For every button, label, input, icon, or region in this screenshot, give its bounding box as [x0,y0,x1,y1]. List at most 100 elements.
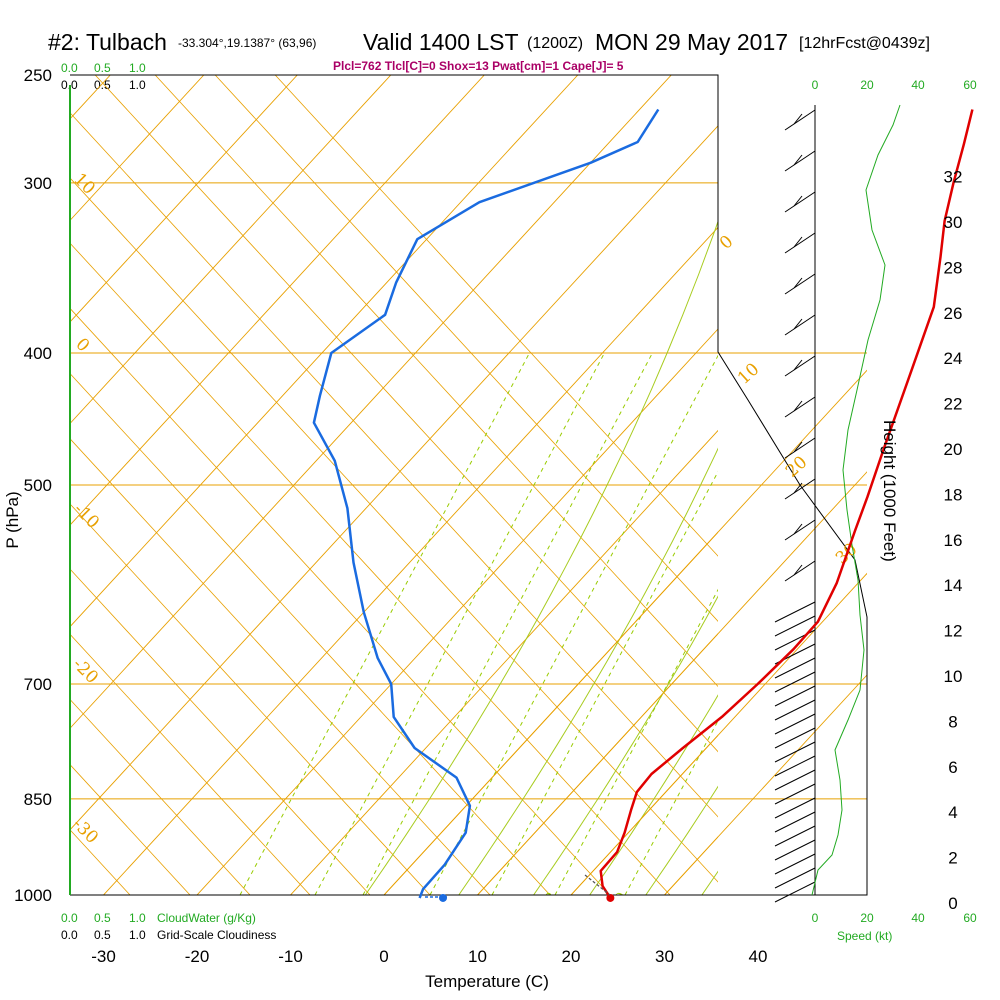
extension-isotherm-30 [664,674,867,895]
temperature-tick-0: 0 [379,947,388,966]
isotherm--100 [70,75,205,222]
wind-barb [774,797,816,819]
wind-barb [774,783,816,805]
wind-barb-flag [793,400,803,412]
pressure-tick-500: 500 [24,476,52,495]
wind-barb [784,437,816,459]
wind-barb [774,825,816,847]
cloud-scale-bottom-black-1: 0.5 [94,928,111,942]
wind-barb [784,191,816,213]
moist-adiabat-lines [364,220,718,895]
wind-barb [784,560,816,582]
height-tick-32: 32 [944,168,963,187]
dry-adiabat-21 [70,112,718,818]
temperature-tick-40: 40 [749,947,768,966]
speed-tick-bottom-0: 0 [812,911,819,925]
forecast-info: [12hrFcst@0439z] [799,35,930,52]
isotherm-label-0: 0 [716,232,737,254]
wind-barb-flag [793,113,803,125]
height-tick-18: 18 [944,485,963,504]
height-tick-22: 22 [944,395,963,414]
cloud-scale-bottom-green-0: 0.0 [61,911,78,925]
dry-adiabat-13 [70,633,311,895]
isotherm--70 [70,75,485,526]
dry-adiabat-8 [0,75,10,895]
cloudiness-label: Grid-Scale Cloudiness [157,928,276,942]
moist-adiabat-5 [645,785,718,895]
wind-barb [774,853,816,875]
temperature-tick-20: 20 [562,947,581,966]
mixing-ratio-label-7: 20 [607,890,630,914]
height-tick-2: 2 [948,849,957,868]
station-coords: -33.304°,19.1387° (63,96) [178,36,316,50]
mixing-ratio-line-7 [624,719,718,895]
cloud-scale-bottom-black-0: 0.0 [61,928,78,942]
height-tick-20: 20 [944,440,963,459]
dry-adiabat-19 [70,242,671,895]
mixing-ratio-line-3 [362,351,654,895]
dry-adiabat-12 [70,698,251,895]
isotherm-left-label-2: -10 [69,499,103,533]
height-tick-28: 28 [944,258,963,277]
dry-adiabat-20 [70,177,718,883]
isotherm--80 [70,75,392,425]
temperature-tick-30: 30 [655,947,674,966]
moist-adiabat-4 [589,694,718,895]
wind-barb [774,671,816,693]
height-axis-title: Height (1000 Feet) [880,420,899,562]
height-tick-24: 24 [944,349,963,368]
wind-barb [784,519,816,541]
height-tick-6: 6 [948,758,957,777]
sounding-series [312,108,974,899]
isotherm-0 [383,531,718,895]
extension-isotherm-20 [570,572,867,895]
wind-barb-flag [793,441,803,453]
height-tick-14: 14 [944,576,963,595]
mixing-ratio-line-1 [239,351,531,895]
isotherm-left-label-4: -30 [68,814,102,848]
isotherm-10 [476,633,718,895]
wind-barb-flag [793,195,803,207]
cloud-scale-bottom-black-2: 1.0 [129,928,146,942]
isotherm--40 [70,125,718,831]
wind-barb [774,699,816,721]
height-tick-4: 4 [948,803,957,822]
moist-adiabat-1 [364,220,718,895]
wind-barb [774,867,816,889]
mixing-ratio-line-4 [429,354,718,895]
surface-points [425,874,615,902]
height-tick-12: 12 [944,622,963,641]
wind-barb-flag [793,564,803,576]
wind-barb [784,109,816,131]
wind-barb [774,839,816,861]
speed-tick-bottom-60: 60 [963,911,977,925]
surface-dewpoint [438,893,447,902]
y-axis-title: P (hPa) [3,491,22,548]
temperature-tick-10: 10 [468,947,487,966]
cloud-scale-bottom-green-2: 1.0 [129,911,146,925]
pressure-ticks: 250 300 400 500 700 850 1000 [14,66,52,905]
wind-barb [774,601,816,623]
mixing-ratio-line-6 [554,588,718,895]
extension-isotherm-10 [477,471,867,895]
wind-barb-flag [793,236,803,248]
surface-temperature [606,893,615,902]
mixing-ratio-label-6: 12 [537,890,560,914]
speed-tick-bottom-20: 20 [860,911,874,925]
isotherm-left-label-3: -20 [68,654,102,688]
isotherm--90 [70,75,298,323]
speed-tick-top-60: 60 [963,78,977,92]
wind-barb [784,314,816,336]
speed-tick-top-0: 0 [812,78,819,92]
dry-adiabat-25 [274,75,718,557]
moist-adiabat-2 [458,447,718,895]
wind-speed-profile [811,104,901,896]
mixing-ratio-label-4: 5 [412,897,430,913]
wind-barb-flag [793,277,803,289]
temperature-tick--30: -30 [91,947,116,966]
cloud-scale-top-green-1: 0.5 [94,61,111,75]
wind-barb [774,685,816,707]
temperature-tick--20: -20 [185,947,210,966]
wind-barb [784,150,816,172]
mixing-ratio-label-3: 3 [345,897,363,913]
